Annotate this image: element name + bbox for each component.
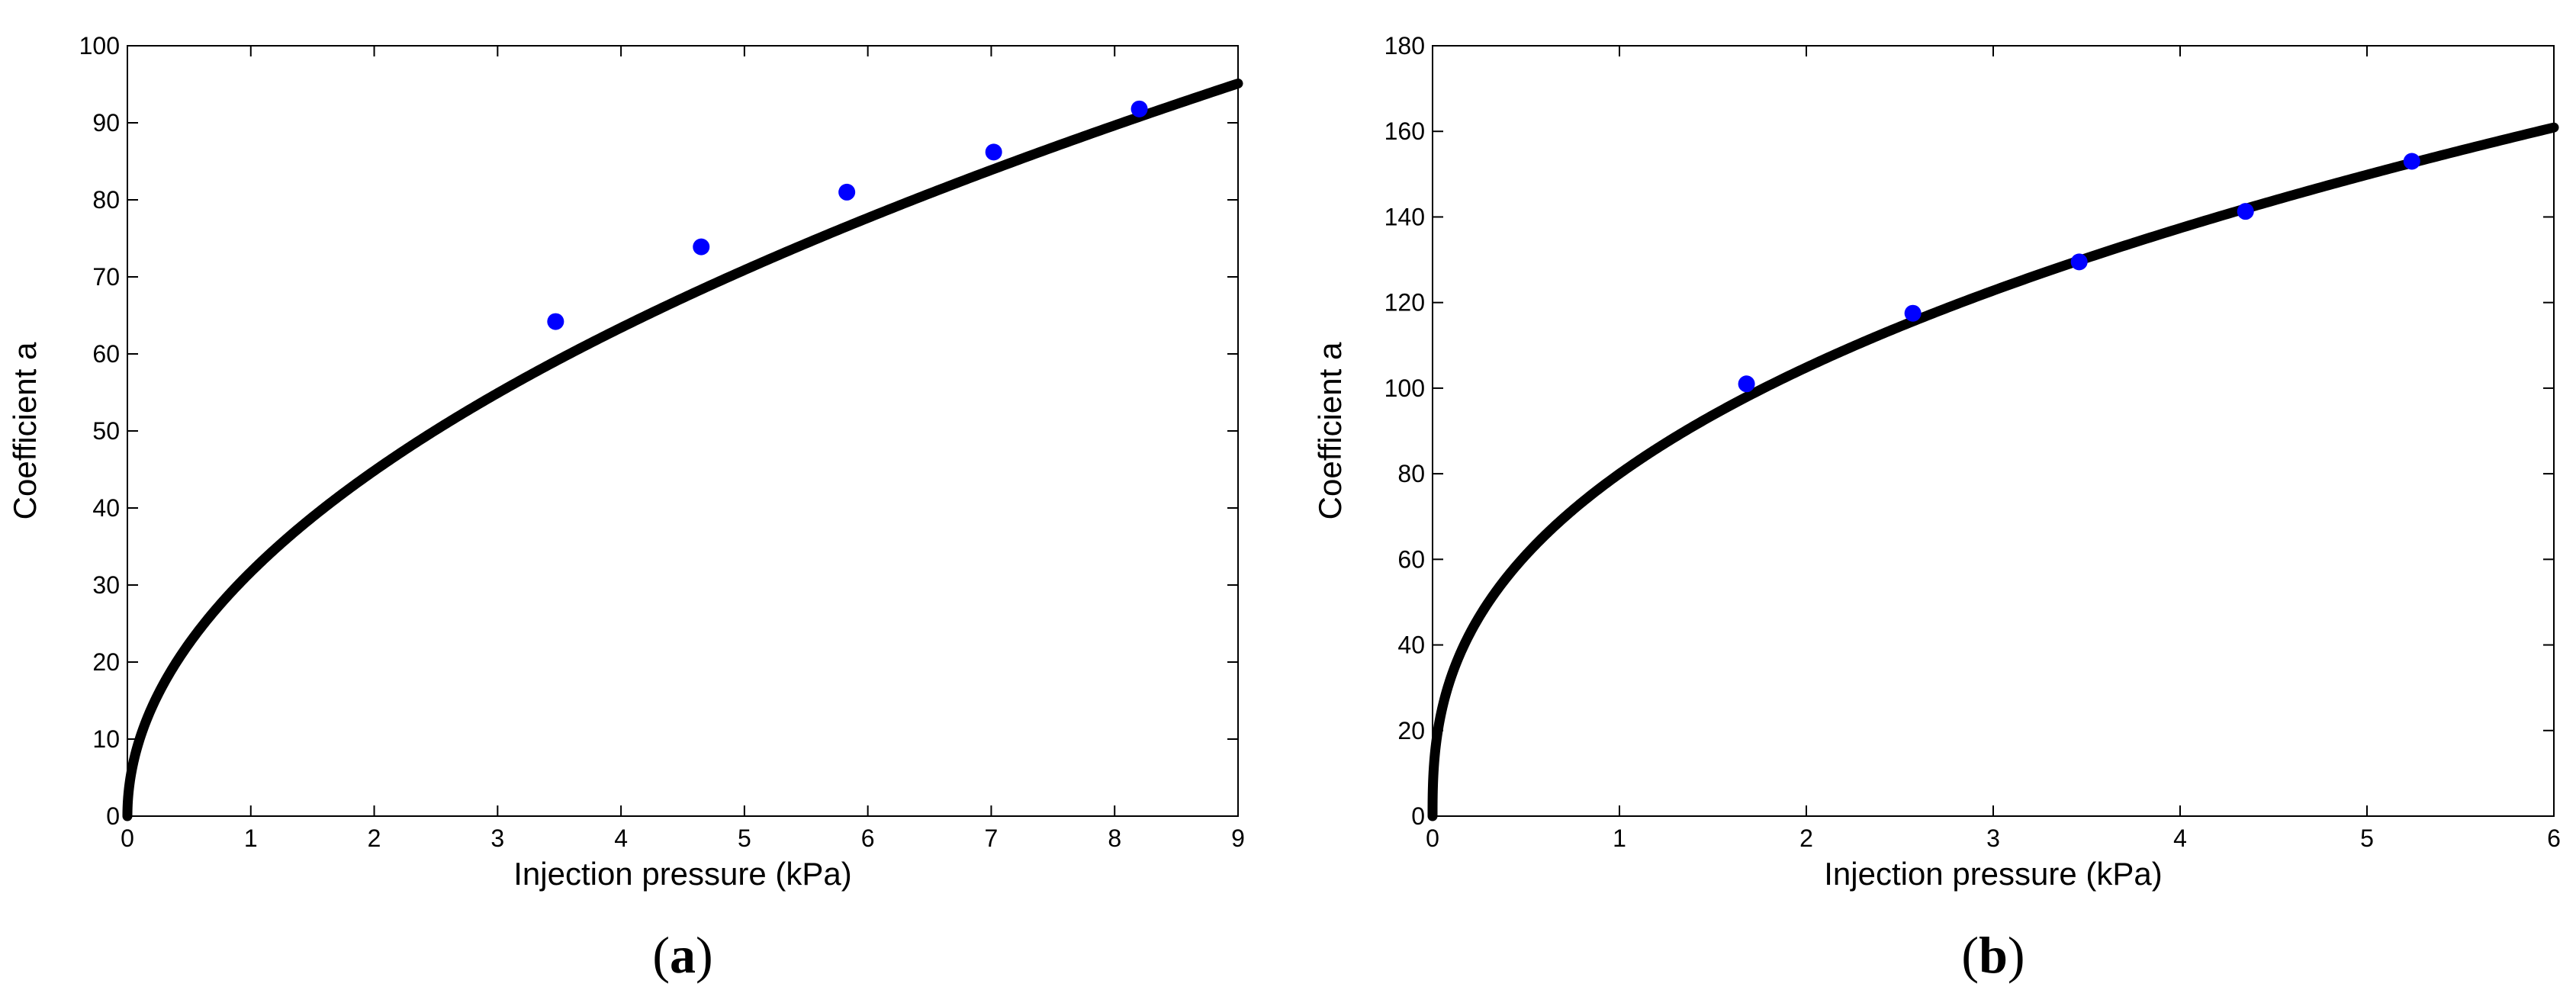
panel-b-y-tick-label: 120 <box>1384 289 1425 317</box>
panel-a-label: (a) <box>652 926 712 984</box>
panel-a-x-tick-label: 8 <box>1108 825 1121 852</box>
panel-b-data-point <box>1738 375 1755 393</box>
panel-b-y-tick-label: 20 <box>1397 717 1425 744</box>
panel-a-plot-frame <box>127 45 1239 817</box>
panel-b-y-tick-label: 160 <box>1384 117 1425 145</box>
panel-a-x-tick-label: 9 <box>1231 825 1245 852</box>
panel-b-y-tick-label: 180 <box>1384 32 1425 59</box>
panel-a-y-tick-label: 10 <box>92 725 120 753</box>
panel-b-x-tick-label: 5 <box>2360 825 2374 852</box>
panel-b-data-point <box>2403 153 2420 170</box>
panel-b-y-tick-label: 40 <box>1397 632 1425 659</box>
panel-a-data-point <box>547 313 564 330</box>
panel-b-y-tick-label: 140 <box>1384 203 1425 230</box>
panel-b-fit-curve <box>1427 122 2559 821</box>
panel-a-y-tick-label: 40 <box>92 494 120 522</box>
panel-a-x-tick-label: 7 <box>985 825 999 852</box>
panel-b-x-axis-label: Injection pressure (kPa) <box>1824 856 2163 892</box>
chart-panel-a: 0 1 2 3 4 5 6 7 8 90102030405060708090100Injectio… <box>7 32 1245 984</box>
panel-b-data-point <box>1904 304 1922 322</box>
panel-a-y-tick-label: 0 <box>106 802 120 830</box>
panel-b-y-tick-label: 100 <box>1384 375 1425 402</box>
panel-b-x-tick-label: 1 <box>1613 825 1626 852</box>
panel-a-y-tick-label: 90 <box>92 109 120 137</box>
panel-b-y-tick-label: 80 <box>1397 460 1425 487</box>
panel-b-x-tick-label: 2 <box>1799 825 1813 852</box>
panel-a-x-axis-label: Injection pressure (kPa) <box>513 856 852 892</box>
chart-panel-b: 0 1 2 3 4 5 6020406080100120140160180Injection… <box>1312 32 2561 984</box>
panel-a-x-tick-label: 1 <box>244 825 258 852</box>
panel-a-x-tick-label: 4 <box>614 825 628 852</box>
panel-a-y-axis-label: Coefficient a <box>7 342 43 519</box>
panel-a-data-point <box>838 183 856 201</box>
panel-b-x-tick-label: 6 <box>2547 825 2561 852</box>
panel-a-y-tick-label: 20 <box>92 648 120 676</box>
panel-b-data-point <box>2070 253 2088 271</box>
panel-a-y-tick-label: 60 <box>92 340 120 368</box>
panel-a-data-point <box>693 238 710 256</box>
panel-a-fit-curve <box>122 78 1243 821</box>
panel-b-x-tick-label: 3 <box>1986 825 2000 852</box>
panel-a-x-tick-label: 0 <box>121 825 134 852</box>
panel-a-y-tick-label: 30 <box>92 571 120 599</box>
panel-b-y-tick-label: 0 <box>1411 802 1425 830</box>
panel-a-x-tick-label: 2 <box>368 825 381 852</box>
panel-a-y-tick-label: 50 <box>92 417 120 445</box>
panel-b-plot-frame <box>1432 45 2555 817</box>
panel-a-x-tick-label: 6 <box>861 825 875 852</box>
panel-a-y-tick-label: 80 <box>92 186 120 214</box>
panel-b-label: (b) <box>1961 926 2024 984</box>
panel-b-x-tick-label: 4 <box>2173 825 2187 852</box>
panel-a-x-tick-label: 3 <box>490 825 504 852</box>
panel-b-x-tick-label: 0 <box>1426 825 1439 852</box>
panel-b-y-tick-label: 60 <box>1397 545 1425 573</box>
panel-a-data-point <box>1130 100 1148 117</box>
panel-b-y-axis-label: Coefficient a <box>1312 342 1348 519</box>
panel-a-y-tick-label: 70 <box>92 263 120 291</box>
panel-a-x-tick-label: 5 <box>738 825 751 852</box>
panel-a-y-tick-label: 100 <box>79 32 120 59</box>
panel-b-data-point <box>2237 203 2254 220</box>
panel-a-data-point <box>985 143 1002 161</box>
